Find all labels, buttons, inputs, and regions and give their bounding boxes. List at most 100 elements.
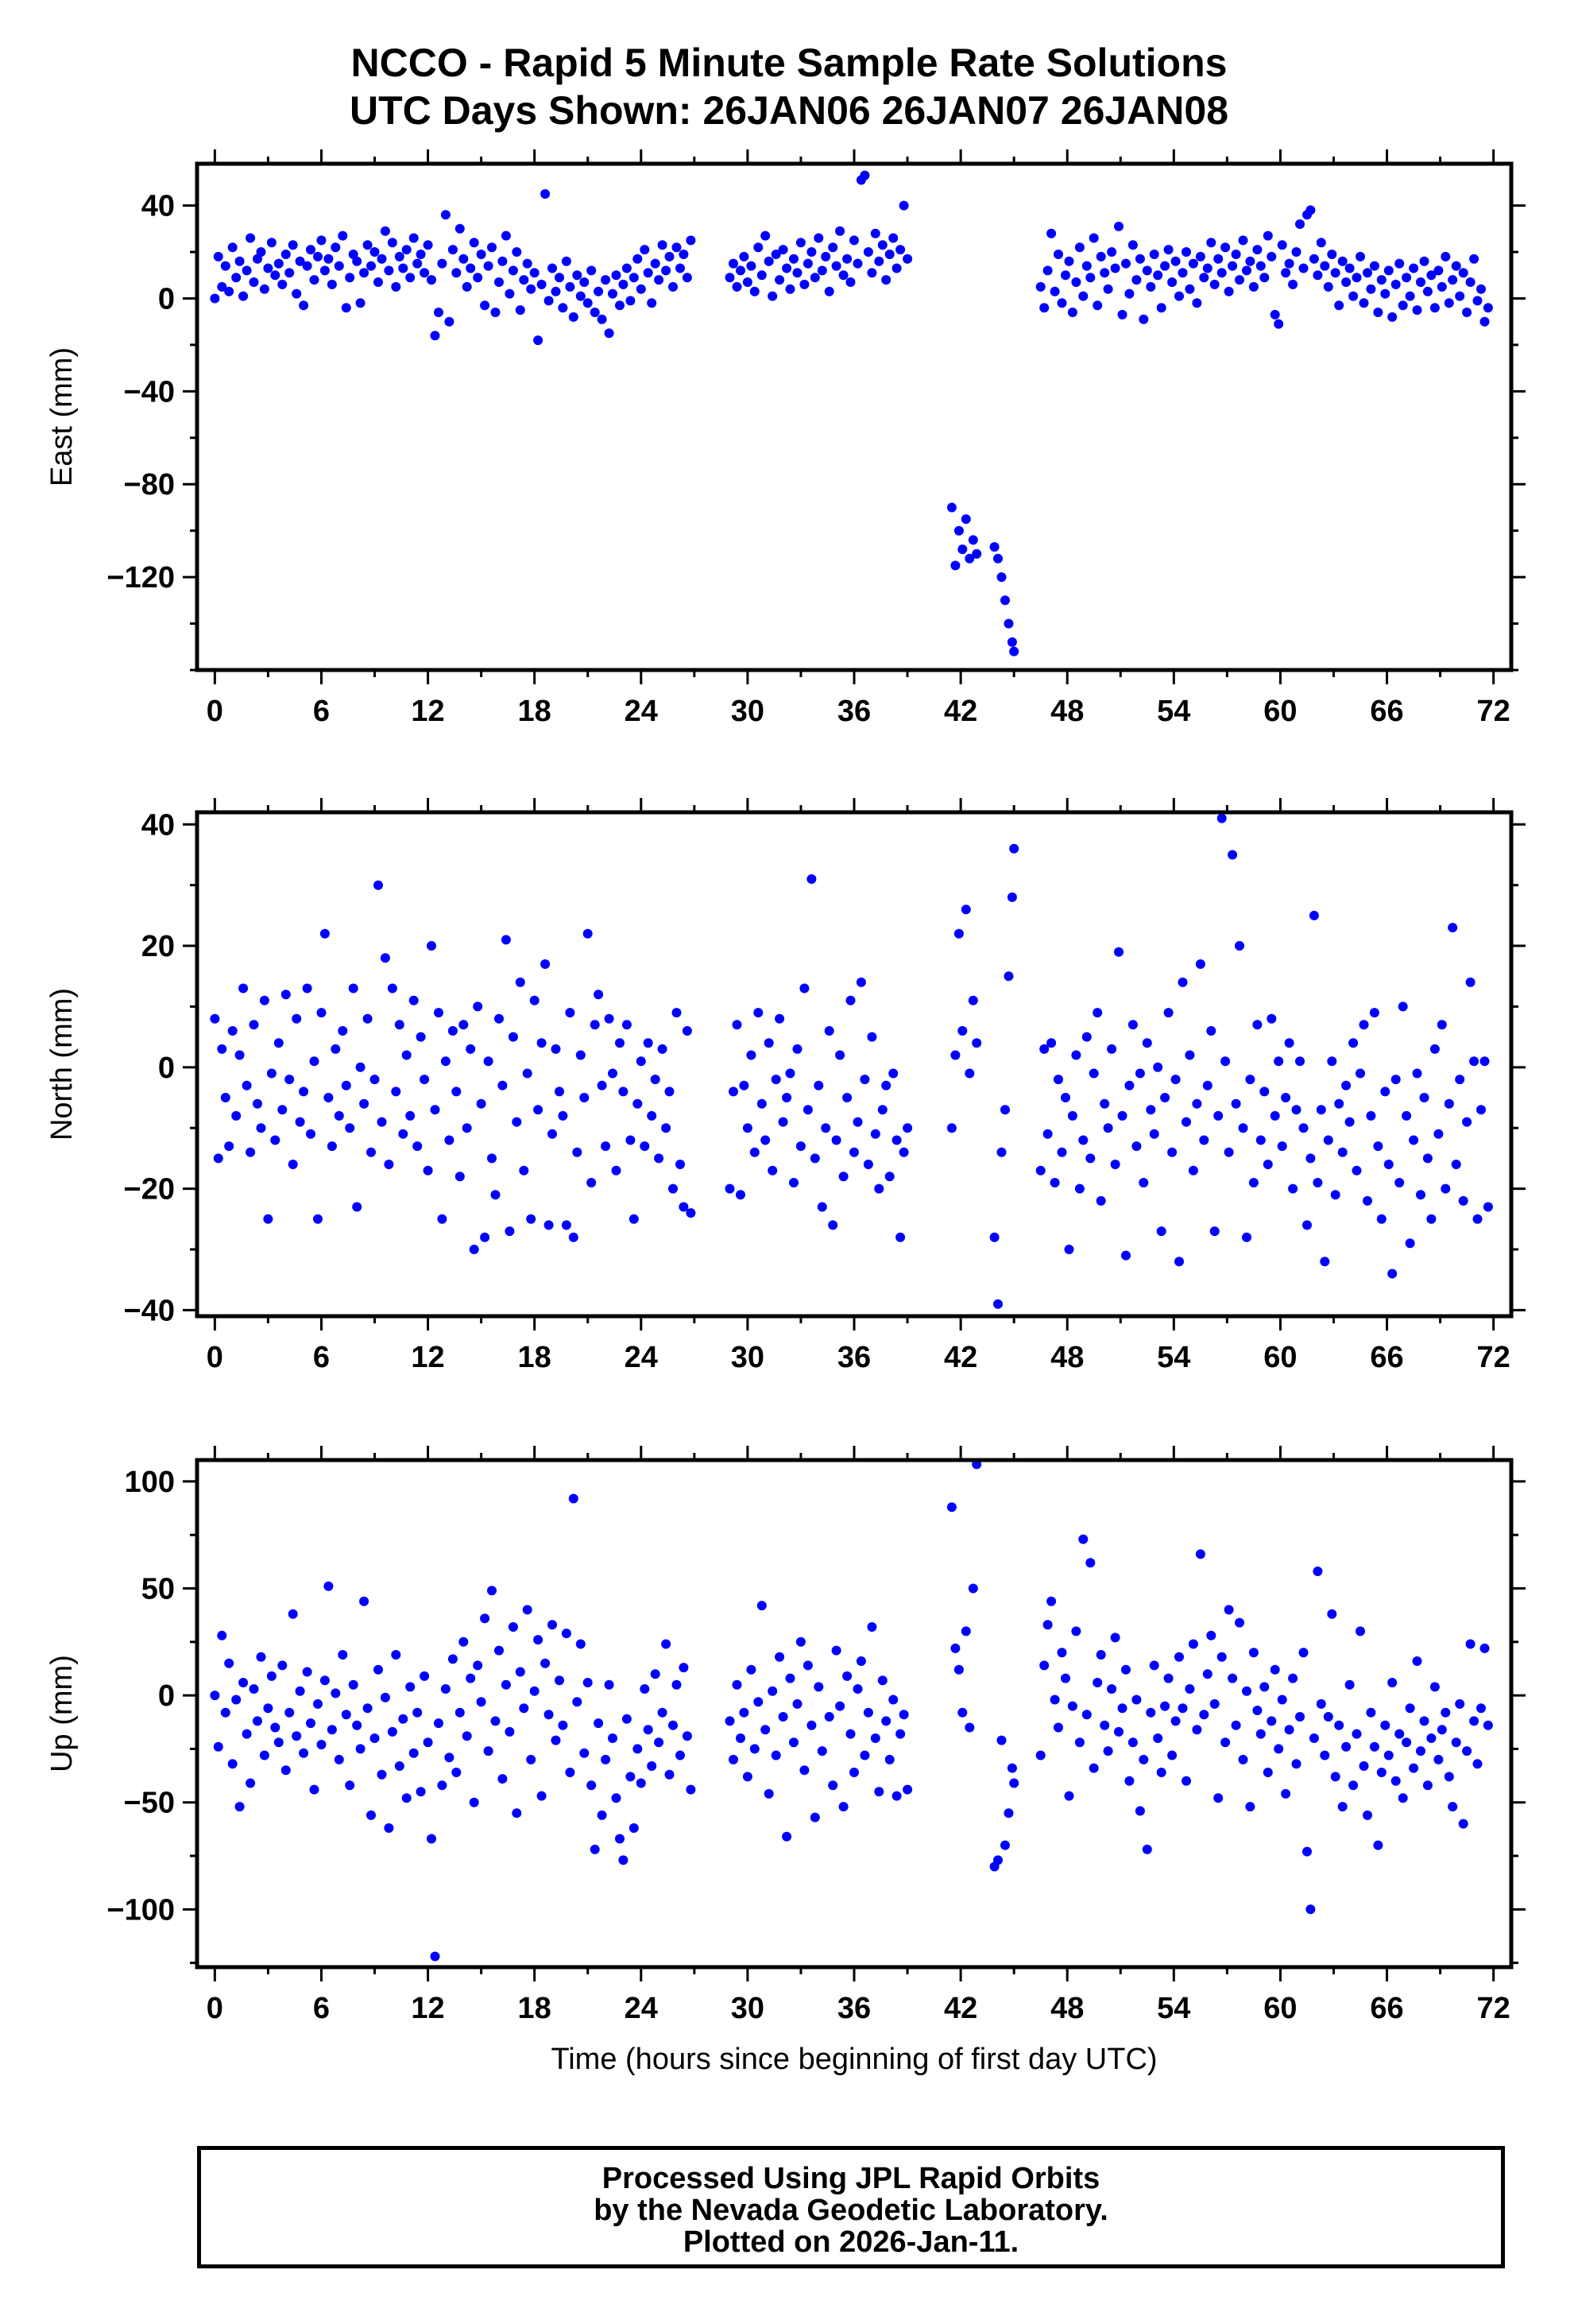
data-point — [1182, 247, 1191, 257]
data-point — [1281, 1093, 1291, 1102]
data-point — [1131, 1695, 1142, 1705]
data-point — [1121, 1250, 1131, 1261]
data-point — [1146, 281, 1156, 292]
panel-3: 0 6 12 18 24 30 36 42 48 54 60 66 72 100 50 0 −50 −100 Up … — [45, 1446, 1526, 2076]
data-point — [643, 1038, 653, 1048]
x-tick-label: 30 — [731, 695, 764, 728]
data-point — [636, 1056, 646, 1067]
data-point — [795, 1636, 806, 1647]
data-point — [1327, 1609, 1337, 1619]
data-point — [1074, 1737, 1085, 1748]
data-point — [736, 1190, 745, 1200]
data-point — [1291, 247, 1301, 257]
data-point — [1398, 1793, 1408, 1803]
data-point — [1341, 1080, 1352, 1090]
data-point — [828, 1220, 838, 1230]
data-point — [895, 1729, 906, 1739]
data-point — [1042, 1129, 1053, 1139]
data-point — [473, 1001, 483, 1012]
data-point — [799, 1765, 810, 1776]
data-point — [625, 296, 636, 306]
data-point — [1228, 261, 1238, 271]
data-point — [266, 238, 277, 248]
data-point — [412, 1707, 423, 1718]
data-point — [853, 1684, 863, 1694]
data-point — [1383, 1750, 1394, 1760]
data-point — [1206, 1026, 1216, 1036]
data-point — [1330, 1190, 1340, 1200]
data-point — [1042, 1620, 1053, 1630]
data-point — [1309, 1733, 1319, 1743]
data-point — [338, 230, 348, 241]
data-point — [427, 941, 436, 951]
data-point — [814, 233, 824, 243]
data-point — [1131, 1141, 1142, 1152]
y-tick-label: −50 — [124, 1787, 175, 1820]
data-point — [1061, 1093, 1070, 1102]
data-point — [1004, 1808, 1014, 1819]
data-point — [536, 1038, 547, 1048]
data-point — [1284, 258, 1294, 269]
data-point — [968, 1583, 978, 1594]
data-point — [1228, 850, 1238, 860]
data-point — [632, 254, 643, 264]
data-point — [1009, 843, 1019, 854]
data-point — [1412, 1656, 1422, 1666]
data-point — [753, 242, 764, 253]
data-points — [210, 1459, 1493, 1962]
data-point — [1281, 268, 1291, 278]
data-point — [1277, 1695, 1287, 1705]
data-point — [1156, 303, 1166, 313]
data-point — [792, 1044, 803, 1054]
data-point — [1373, 308, 1383, 317]
data-point — [401, 245, 412, 255]
data-point — [238, 291, 249, 301]
data-point — [1093, 1678, 1103, 1687]
data-point — [551, 1044, 561, 1054]
data-point — [362, 240, 373, 250]
data-point — [1142, 1844, 1152, 1854]
x-tick-label: 36 — [837, 695, 871, 728]
data-point — [989, 1232, 1000, 1242]
data-point — [968, 995, 978, 1005]
data-point — [953, 928, 964, 939]
data-point — [1479, 1643, 1490, 1653]
data-point — [487, 242, 497, 253]
data-point — [462, 1731, 472, 1741]
data-point — [729, 258, 738, 269]
data-point — [373, 277, 383, 287]
plot-frame — [195, 810, 1514, 1319]
data-point — [590, 1844, 600, 1854]
x-tick-label: 54 — [1157, 1341, 1190, 1374]
data-point — [334, 1754, 344, 1764]
data-point — [628, 273, 639, 283]
data-point — [313, 1698, 323, 1709]
data-point — [1057, 1147, 1067, 1157]
data-point — [1309, 910, 1319, 920]
data-point — [1334, 300, 1344, 311]
data-point — [1245, 1075, 1255, 1085]
data-point — [1356, 1068, 1365, 1079]
data-point — [1390, 1776, 1401, 1786]
data-point — [1448, 275, 1458, 285]
data-point — [387, 983, 397, 994]
data-point — [555, 273, 564, 283]
data-point — [292, 1013, 302, 1024]
data-point — [1185, 1684, 1195, 1694]
data-point — [1213, 1793, 1224, 1803]
data-point — [1448, 923, 1458, 933]
data-point — [1448, 1802, 1458, 1812]
data-point — [579, 1093, 590, 1102]
y-tick-label: −120 — [106, 561, 175, 595]
data-point — [1124, 289, 1135, 299]
data-point — [309, 275, 319, 285]
data-point — [661, 1639, 671, 1649]
data-point — [1316, 1105, 1326, 1115]
data-point — [1117, 309, 1127, 320]
data-point — [1479, 316, 1490, 327]
data-point — [210, 1013, 220, 1024]
data-point — [1295, 219, 1305, 229]
data-point — [327, 1725, 337, 1735]
data-point — [398, 263, 408, 273]
data-point — [1146, 1105, 1156, 1115]
